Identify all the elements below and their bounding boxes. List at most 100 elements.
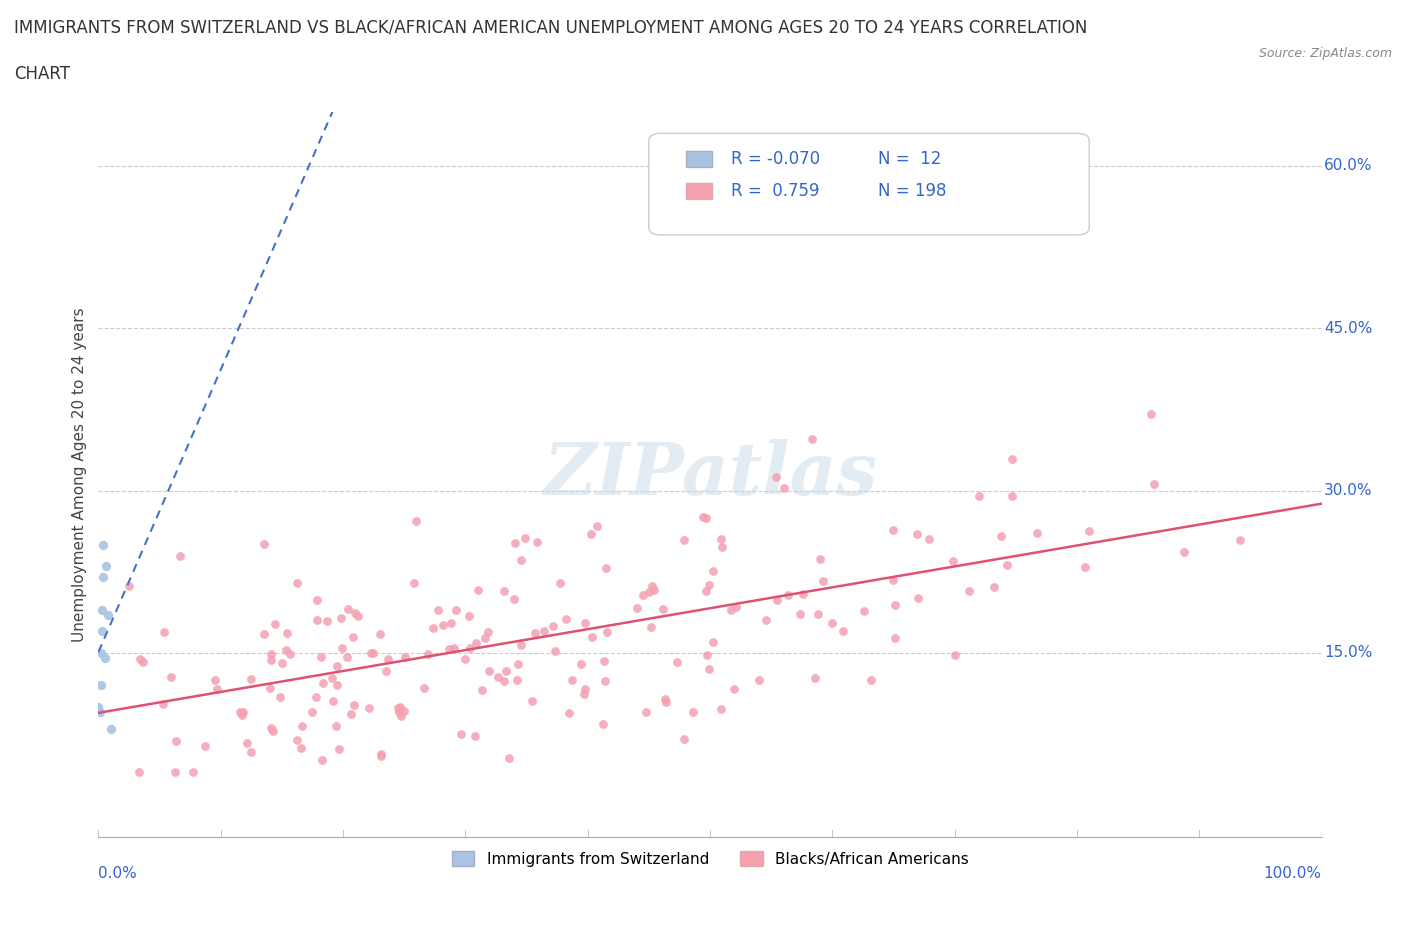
Point	[253, 537, 276, 551]
Point	[807, 607, 830, 622]
Point	[128, 652, 150, 667]
Point	[458, 608, 481, 623]
Point	[305, 690, 328, 705]
Point	[541, 618, 564, 633]
Point	[260, 647, 283, 662]
Point	[492, 673, 515, 688]
Point	[118, 578, 141, 593]
Point	[640, 619, 662, 634]
Point	[555, 612, 578, 627]
Point	[262, 724, 284, 738]
Point	[596, 624, 619, 639]
Point	[702, 564, 724, 578]
Point	[561, 672, 583, 687]
Point	[97, 607, 120, 622]
Point	[360, 645, 382, 660]
Point	[581, 630, 603, 644]
Point	[344, 605, 367, 620]
Point	[765, 470, 787, 485]
Point	[231, 708, 253, 723]
Point	[638, 585, 661, 600]
Point	[503, 591, 526, 606]
Point	[558, 706, 581, 721]
Point	[520, 694, 543, 709]
Point	[581, 526, 603, 541]
Point	[368, 626, 391, 641]
Point	[710, 701, 733, 716]
Point	[801, 432, 824, 446]
Point	[325, 718, 347, 733]
Point	[523, 625, 546, 640]
Point	[595, 561, 617, 576]
Point	[492, 584, 515, 599]
Point	[486, 670, 509, 684]
Point	[821, 616, 844, 631]
Point	[1001, 488, 1024, 503]
Point	[169, 549, 191, 564]
Point	[163, 764, 186, 779]
Point	[311, 752, 333, 767]
Point	[860, 672, 883, 687]
FancyBboxPatch shape	[648, 133, 1090, 235]
Point	[285, 576, 308, 591]
Point	[918, 531, 941, 546]
Point	[322, 694, 344, 709]
Legend: Immigrants from Switzerland, Blacks/African Americans: Immigrants from Switzerland, Blacks/Afri…	[446, 844, 974, 873]
Point	[402, 576, 425, 591]
Text: 100.0%: 100.0%	[1264, 866, 1322, 881]
Point	[772, 481, 794, 496]
Point	[291, 719, 314, 734]
Point	[236, 736, 259, 751]
Point	[276, 643, 298, 658]
Point	[165, 734, 187, 749]
Point	[377, 652, 399, 667]
Point	[330, 641, 353, 656]
Point	[316, 614, 339, 629]
Point	[91, 603, 114, 618]
Point	[755, 613, 778, 628]
Point	[389, 709, 412, 724]
Point	[697, 662, 720, 677]
Point	[418, 647, 440, 662]
Point	[229, 704, 252, 719]
Point	[465, 635, 488, 650]
Point	[342, 630, 364, 644]
Point	[347, 608, 370, 623]
Point	[710, 539, 733, 554]
Point	[995, 557, 1018, 572]
Point	[710, 532, 733, 547]
Point	[194, 738, 217, 753]
Point	[572, 686, 595, 701]
Point	[724, 600, 747, 615]
Point	[87, 699, 110, 714]
Point	[654, 691, 676, 706]
Point	[478, 664, 501, 679]
Point	[287, 732, 309, 747]
Point	[239, 745, 262, 760]
Point	[655, 695, 678, 710]
Text: 30.0%: 30.0%	[1324, 483, 1372, 498]
Text: ZIPatlas: ZIPatlas	[543, 439, 877, 510]
Point	[907, 591, 929, 605]
Text: 0.0%: 0.0%	[98, 866, 138, 881]
Point	[503, 536, 526, 551]
Point	[388, 705, 411, 720]
Point	[957, 583, 980, 598]
Point	[905, 526, 928, 541]
Point	[1229, 533, 1251, 548]
Point	[695, 583, 717, 598]
Point	[695, 511, 717, 525]
Text: N = 198: N = 198	[877, 182, 946, 200]
Point	[204, 673, 226, 688]
Point	[626, 601, 648, 616]
Point	[259, 721, 281, 736]
Point	[804, 671, 827, 685]
Point	[339, 706, 361, 721]
Point	[253, 627, 276, 642]
Point	[90, 678, 112, 693]
Point	[259, 681, 281, 696]
Point	[1143, 476, 1166, 491]
Point	[943, 647, 966, 662]
Point	[574, 616, 596, 631]
Point	[370, 749, 392, 764]
